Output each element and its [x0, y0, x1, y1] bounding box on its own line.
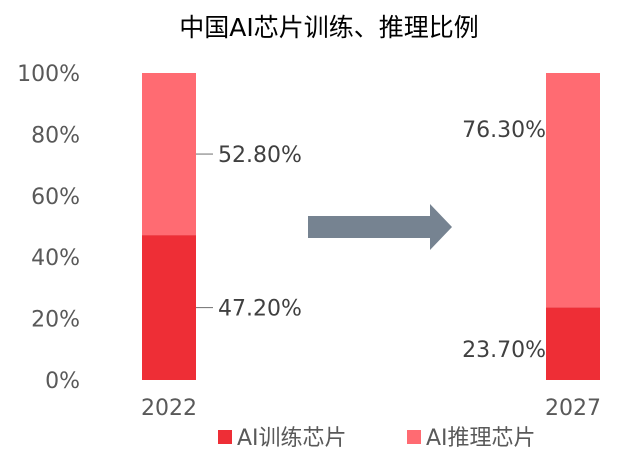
trend-arrow-icon [308, 204, 452, 250]
bar-segment-2022-inference [142, 73, 196, 236]
y-tick-label: 20% [31, 308, 80, 333]
y-tick-label: 40% [31, 246, 80, 271]
bar-segment-2027-training [546, 307, 600, 380]
bars [142, 73, 600, 380]
x-category-label: 2027 [545, 396, 601, 421]
legend: AI训练芯片 AI推理芯片 [218, 426, 536, 451]
y-tick-label: 80% [31, 123, 80, 148]
bar-segment-2022-training [142, 235, 196, 380]
legend-label: AI训练芯片 [237, 426, 347, 451]
x-axis: 2022 2027 [141, 396, 601, 421]
x-category-label: 2022 [141, 396, 197, 421]
data-label: 23.70% [462, 338, 546, 363]
y-tick-label: 0% [45, 369, 80, 394]
data-label: 47.20% [218, 297, 302, 322]
y-tick-label: 100% [17, 62, 80, 87]
data-label: 76.30% [462, 118, 546, 143]
y-tick-label: 60% [31, 185, 80, 210]
legend-swatch [218, 430, 232, 444]
data-label: 52.80% [218, 143, 302, 168]
data-labels: 47.20% 52.80% 23.70% 76.30% [196, 118, 546, 363]
legend-swatch [407, 430, 421, 444]
chart-title: 中国AI芯片训练、推理比例 [179, 13, 478, 42]
bar-segment-2027-inference [546, 73, 600, 308]
legend-label: AI推理芯片 [426, 426, 536, 451]
y-axis: 0% 20% 40% 60% 80% 100% [17, 62, 80, 394]
